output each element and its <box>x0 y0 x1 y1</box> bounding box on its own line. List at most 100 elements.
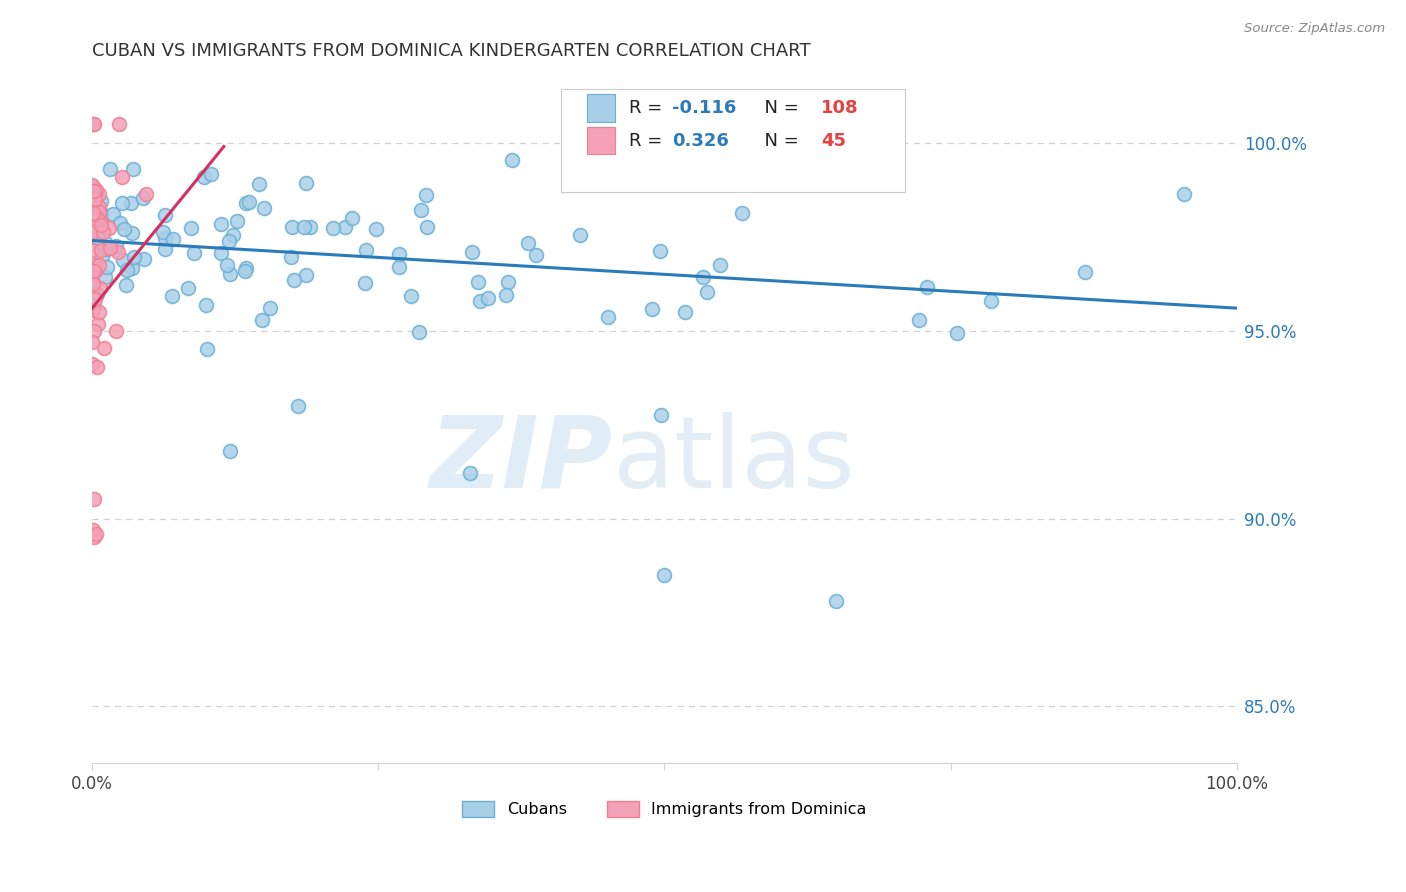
Point <box>82 225 104 239</box>
Point <box>287 399 309 413</box>
Point <box>110 216 132 230</box>
Point <box>82 358 104 372</box>
Point <box>295 268 318 283</box>
Point <box>82 243 104 257</box>
Point <box>162 232 184 246</box>
Point <box>1074 264 1097 278</box>
Text: 45: 45 <box>821 131 846 150</box>
Point <box>89 200 111 214</box>
Point <box>177 281 200 295</box>
Point <box>915 280 938 294</box>
Point <box>83 258 105 272</box>
Point <box>495 288 517 302</box>
Point <box>253 201 276 215</box>
Point <box>292 220 315 235</box>
Text: 0.326: 0.326 <box>672 131 730 150</box>
Point <box>209 246 232 260</box>
Point <box>90 214 112 228</box>
Point <box>908 313 931 327</box>
Point <box>115 262 138 277</box>
Point <box>200 167 222 181</box>
Point <box>82 202 104 217</box>
Point <box>696 285 718 300</box>
Point <box>280 250 302 264</box>
Point <box>524 248 547 262</box>
Point <box>93 342 115 356</box>
Point <box>153 231 176 245</box>
Point <box>96 242 118 256</box>
Point <box>91 249 114 263</box>
Point <box>111 196 134 211</box>
Point <box>235 260 257 275</box>
Point <box>93 235 115 249</box>
Point <box>709 258 731 272</box>
Point <box>340 211 363 225</box>
Point <box>90 218 112 232</box>
Point <box>195 343 218 357</box>
Point <box>84 293 107 307</box>
Point <box>238 195 260 210</box>
Point <box>87 204 110 219</box>
Point <box>692 270 714 285</box>
Point <box>467 275 489 289</box>
Point <box>104 324 127 338</box>
Point <box>89 234 111 248</box>
Text: N =: N = <box>752 99 804 117</box>
Point <box>115 278 138 293</box>
Point <box>121 227 143 241</box>
Point <box>87 187 110 202</box>
Point <box>131 191 153 205</box>
Point <box>82 268 104 282</box>
Point <box>730 206 752 220</box>
Point <box>82 523 104 537</box>
Text: -0.116: -0.116 <box>672 99 737 117</box>
Point <box>945 326 967 340</box>
Point <box>461 245 484 260</box>
Point <box>598 310 620 325</box>
Point <box>650 408 672 422</box>
Point <box>215 258 238 272</box>
Point <box>153 208 176 222</box>
Point <box>83 491 105 506</box>
Point <box>98 221 121 235</box>
Point <box>83 264 105 278</box>
Point <box>193 170 215 185</box>
Legend: Cubans, Immigrants from Dominica: Cubans, Immigrants from Dominica <box>456 794 873 823</box>
Point <box>86 359 108 374</box>
Point <box>82 334 104 349</box>
Point <box>112 221 135 235</box>
Point <box>82 302 104 317</box>
Point <box>281 219 304 234</box>
Point <box>87 305 110 319</box>
Point <box>648 244 671 258</box>
Text: R =: R = <box>628 131 668 150</box>
Point <box>354 244 377 258</box>
Point <box>94 270 117 285</box>
Text: CUBAN VS IMMIGRANTS FROM DOMINICA KINDERGARTEN CORRELATION CHART: CUBAN VS IMMIGRANTS FROM DOMINICA KINDER… <box>93 42 811 60</box>
Point <box>96 260 118 275</box>
Point <box>155 242 177 256</box>
Point <box>91 225 114 239</box>
Point <box>641 302 664 317</box>
Point <box>135 187 157 202</box>
Point <box>415 188 437 202</box>
Point <box>388 260 411 274</box>
Point <box>87 318 110 332</box>
Point <box>121 260 143 275</box>
Point <box>654 568 676 582</box>
Point <box>82 260 104 275</box>
Point <box>82 179 104 194</box>
Point <box>409 202 432 217</box>
Point <box>89 281 111 295</box>
Point <box>259 301 281 316</box>
Point <box>218 444 240 458</box>
Point <box>980 294 1002 309</box>
Point <box>105 239 128 253</box>
Point <box>501 153 523 168</box>
Point <box>82 277 104 292</box>
FancyBboxPatch shape <box>561 89 905 192</box>
Point <box>83 530 105 544</box>
Text: atlas: atlas <box>613 412 855 508</box>
Point <box>569 228 592 243</box>
Point <box>90 243 112 257</box>
